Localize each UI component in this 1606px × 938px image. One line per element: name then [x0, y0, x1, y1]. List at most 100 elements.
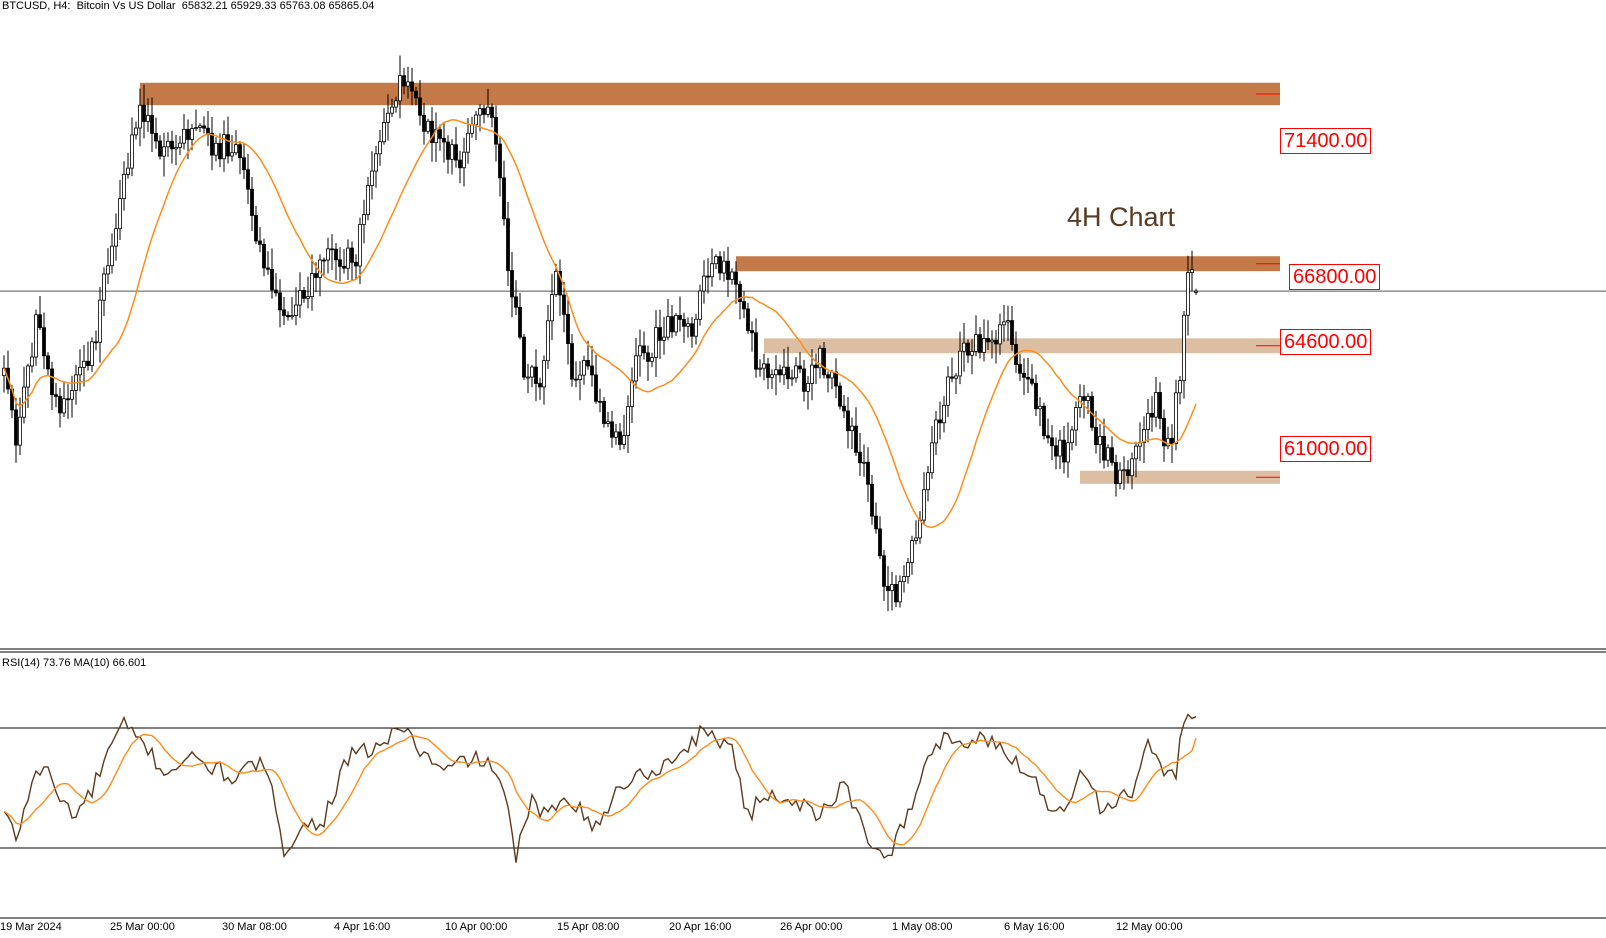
candle	[446, 135, 450, 174]
candle	[334, 243, 338, 281]
candle	[598, 388, 602, 413]
candle-body	[698, 290, 702, 320]
candle	[62, 382, 66, 417]
candle-body	[190, 128, 194, 140]
candle-body	[614, 431, 618, 438]
candle	[202, 116, 206, 134]
candle	[282, 296, 286, 326]
candle	[858, 432, 862, 476]
candle	[570, 334, 574, 387]
candle	[54, 382, 58, 408]
zone-66800.00	[736, 256, 1280, 272]
candle	[1034, 374, 1038, 416]
candle-body	[38, 314, 42, 329]
candle-body	[1022, 372, 1026, 378]
candle	[410, 67, 414, 106]
candle	[130, 117, 134, 177]
candle-body	[30, 356, 34, 367]
candle	[1158, 382, 1162, 430]
candle-body	[806, 383, 810, 392]
candle-body	[54, 394, 58, 397]
candle	[254, 205, 258, 245]
candle	[538, 377, 542, 400]
candle-body	[186, 128, 190, 140]
candle	[302, 287, 306, 303]
candle	[490, 103, 494, 128]
candle-body	[966, 342, 970, 356]
candle	[146, 98, 150, 132]
candle	[802, 359, 806, 402]
candle	[662, 316, 666, 355]
candle	[86, 341, 90, 371]
candle-body	[446, 141, 450, 160]
candle-body	[766, 363, 770, 378]
candle-body	[1194, 290, 1198, 293]
candle-body	[90, 341, 94, 366]
zone-61000.00	[1080, 470, 1280, 484]
candle	[594, 354, 598, 404]
candle	[670, 304, 674, 338]
candle-body	[338, 259, 342, 267]
candle	[38, 296, 42, 331]
candle-body	[378, 141, 382, 155]
candle	[454, 127, 458, 168]
candle-body	[374, 153, 378, 172]
candle-body	[618, 431, 622, 445]
candle-body	[326, 248, 330, 261]
candle-body	[46, 355, 50, 370]
candle-body	[366, 185, 370, 215]
rsi-ma-line	[3, 733, 1197, 846]
candle-body	[218, 142, 222, 160]
candle	[1174, 379, 1178, 451]
candle	[1014, 331, 1018, 373]
candle	[626, 395, 630, 453]
candle	[286, 311, 290, 321]
candle	[1118, 462, 1122, 490]
candle	[902, 565, 906, 593]
candle-body	[786, 366, 790, 380]
candle-body	[818, 347, 822, 369]
candle-body	[1086, 396, 1090, 401]
candle-body	[294, 304, 298, 316]
candle-body	[1126, 469, 1130, 477]
candle	[142, 84, 146, 139]
candle-body	[390, 106, 394, 114]
candle	[502, 160, 506, 226]
candle	[450, 139, 454, 175]
candle-body	[314, 273, 318, 278]
candle	[222, 120, 226, 172]
rsi-line	[3, 713, 1197, 863]
candle	[138, 88, 142, 147]
candle-body	[362, 214, 366, 225]
candle	[250, 176, 254, 232]
candle-body	[958, 350, 962, 377]
candle-body	[98, 299, 102, 343]
candle-body	[430, 120, 434, 143]
candle-body	[810, 364, 814, 384]
candle-body	[1006, 320, 1010, 323]
candle-body	[502, 177, 506, 220]
candle-body	[350, 247, 354, 263]
candle-body	[1070, 429, 1074, 444]
candle-body	[302, 290, 306, 299]
candle	[506, 201, 510, 286]
candle-body	[518, 306, 522, 338]
candle	[74, 364, 78, 405]
moving-average	[3, 119, 1197, 529]
candle	[986, 320, 990, 351]
candle	[486, 88, 490, 118]
candle-body	[298, 290, 302, 306]
candle	[818, 345, 822, 379]
candle	[882, 550, 886, 602]
candle-body	[654, 327, 658, 358]
candle	[934, 411, 938, 456]
candle	[710, 248, 714, 287]
candle-body	[1170, 437, 1174, 444]
candle	[698, 284, 702, 326]
candle	[162, 132, 166, 177]
candle-body	[722, 260, 726, 274]
candle	[1090, 391, 1094, 431]
candle-body	[270, 268, 274, 291]
candle	[1082, 384, 1086, 419]
x-tick-label: 1 May 08:00	[892, 921, 953, 933]
